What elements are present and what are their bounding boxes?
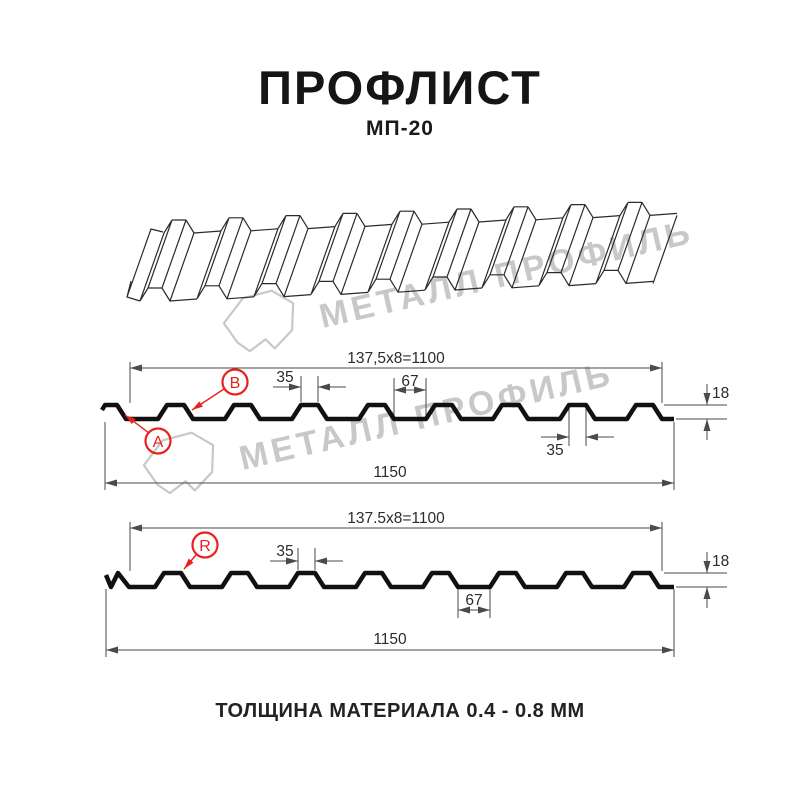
dim-valley-width: 67 [401, 373, 418, 390]
profile-model-subtitle: МП-20 [366, 117, 434, 140]
dim-pitch-formula: 137,5x8=1100 [347, 350, 445, 367]
dim-profile-height: 18 [712, 553, 729, 570]
cross-section-bottom-diagram: R 137.5x8=1100 35 67 18 1150 [103, 510, 729, 657]
dim-crest-top-width: 35 [276, 543, 293, 560]
dim-crest-top-width: 35 [276, 369, 293, 386]
sheet-3d-perspective-drawing [126, 201, 678, 302]
profile-outline [100, 402, 674, 422]
callout-b: B [191, 368, 249, 411]
point-label-b: B [230, 375, 241, 392]
cross-section-top-diagram: A B 137,5x8=1100 35 67 18 35 1150 [100, 350, 729, 490]
material-thickness-note: ТОЛЩИНА МАТЕРИАЛА 0.4 - 0.8 ММ [215, 700, 585, 722]
dim-overall-width: 1150 [373, 464, 407, 481]
dimension-lines [105, 522, 727, 657]
profile-outline [103, 570, 674, 590]
dim-pitch-formula: 137.5x8=1100 [347, 510, 445, 527]
callout-r: R [183, 531, 219, 570]
dim-overall-width: 1150 [373, 631, 407, 648]
dim-valley-width: 67 [465, 592, 482, 609]
page-title: ПРОФЛИСТ [258, 61, 542, 114]
point-label-r: R [199, 538, 211, 555]
dimension-lines [104, 362, 727, 490]
dim-crest-base-width: 35 [546, 442, 563, 459]
dim-profile-height: 18 [712, 385, 729, 402]
point-label-a: A [153, 434, 164, 451]
